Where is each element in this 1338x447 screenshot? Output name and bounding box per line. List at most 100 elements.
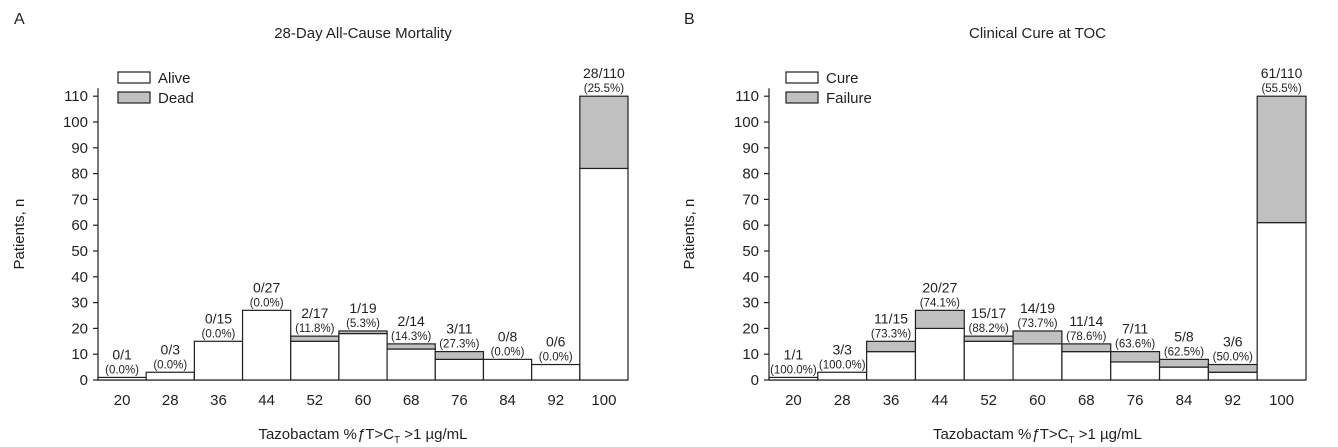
bar-label-fraction: 11/14 [1069, 313, 1103, 329]
bar-label-fraction: 28/110 [583, 65, 625, 81]
legend-label-alive: Alive [158, 70, 191, 87]
bar-label-percent: (5.3%) [346, 318, 380, 330]
bar-label-percent: (55.5%) [1261, 83, 1301, 95]
bar-dead [290, 335, 340, 342]
legend-label-dead: Dead [158, 90, 194, 107]
bar-cure [1158, 366, 1209, 381]
x-axis-label-suffix: >1 µg/mL [1075, 426, 1142, 443]
bar-label-percent: (0.0%) [491, 346, 525, 358]
bar-label-fraction: 0/27 [253, 279, 280, 295]
bar-dead [579, 95, 629, 170]
x-tick-label: 52 [306, 392, 323, 409]
bar-label-percent: (62.5%) [1164, 346, 1204, 358]
y-tick-label: 60 [71, 217, 88, 234]
bar-alive [241, 309, 292, 381]
y-tick-label: 20 [742, 320, 759, 337]
bar-alive [193, 340, 244, 381]
panel-label: B [684, 11, 695, 28]
bar-label-percent: (0.0%) [539, 352, 573, 364]
bar-label-fraction: 15/17 [971, 305, 1006, 321]
x-axis-label-italic: ƒ [1031, 426, 1039, 443]
bar-failure [963, 335, 1014, 342]
legend-label-cure: Cure [826, 70, 859, 87]
y-tick-label: 80 [742, 166, 759, 183]
bar-label-fraction: 7/11 [1122, 321, 1148, 337]
bar-cure [1110, 361, 1161, 381]
bar-cure [866, 351, 917, 381]
bar-label-percent: (63.6%) [1115, 339, 1155, 351]
y-axis-label: Patients, n [11, 199, 28, 270]
y-tick-label: 90 [71, 140, 88, 157]
chart-panel-a: A 28-Day All-Cause Mortality 0 10 20 30 40 50 60… [11, 11, 629, 446]
x-axis-label-italic: ƒ [357, 426, 365, 443]
bar-dead [338, 330, 388, 335]
bar-label-fraction: 14/19 [1020, 300, 1055, 316]
bar-label-fraction: 1/1 [784, 346, 804, 362]
bar-alive [531, 363, 581, 381]
bar-cure [1061, 351, 1112, 381]
bar-label-fraction: 61/110 [1261, 65, 1303, 81]
bar-label-percent: (0.0%) [105, 364, 139, 376]
bar-label-percent: (73.7%) [1017, 318, 1057, 330]
x-tick-label: 36 [883, 392, 900, 409]
bar-failure [1061, 343, 1112, 353]
bar-failure [866, 340, 917, 353]
bar-label-fraction: 11/15 [874, 310, 908, 326]
y-tick-label: 30 [742, 295, 759, 312]
bar-label-fraction: 0/15 [205, 310, 232, 326]
y-tick-label: 50 [742, 243, 759, 260]
bar-failure [1110, 351, 1161, 363]
bar-label-fraction: 5/8 [1174, 328, 1194, 344]
y-tick-label: 0 [751, 372, 759, 389]
x-tick-label: 100 [591, 392, 616, 409]
x-axis-label-prefix: Tazobactam % [258, 426, 356, 443]
x-tick-label: 20 [785, 392, 802, 409]
x-tick-label: 28 [162, 392, 179, 409]
bar-label-percent: (74.1%) [920, 297, 960, 309]
y-tick-label: 0 [80, 372, 88, 389]
x-tick-label: 60 [355, 392, 372, 409]
x-axis-label-mid: T>C [1040, 426, 1069, 443]
bar-alive [97, 376, 147, 381]
bar-failure [1256, 95, 1307, 224]
bar-alive [482, 358, 533, 381]
y-tick-label: 70 [742, 191, 759, 208]
y-tick-label: 80 [71, 166, 88, 183]
chart-title: Clinical Cure at TOC [969, 25, 1106, 42]
x-tick-label: 28 [834, 392, 851, 409]
x-tick-label: 76 [451, 392, 468, 409]
bar-label-percent: (11.8%) [295, 323, 335, 335]
legend-swatch-cure [785, 71, 819, 84]
chart-title: 28-Day All-Cause Mortality [274, 25, 452, 42]
bar-cure [817, 371, 868, 381]
x-tick-label: 52 [980, 392, 997, 409]
bar-label-fraction: 1/19 [349, 300, 376, 316]
y-tick-label: 70 [71, 191, 88, 208]
x-tick-label: 84 [1176, 392, 1193, 409]
bar-label-fraction: 2/14 [398, 313, 425, 329]
x-tick-label: 44 [258, 392, 275, 409]
bar-label-fraction: 2/17 [301, 305, 328, 321]
legend-swatch-alive [117, 71, 151, 84]
bar-label-percent: (14.3%) [391, 331, 431, 343]
bar-failure [1012, 330, 1063, 345]
bar-label-percent: (78.6%) [1066, 331, 1106, 343]
y-tick-label: 100 [734, 114, 759, 131]
y-tick-label: 10 [742, 346, 759, 363]
bar-label-percent: (50.0%) [1213, 352, 1253, 364]
x-axis-label-suffix: >1 µg/mL [400, 426, 467, 443]
x-axis-label: Tazobactam %ƒT>CT >1 µg/mL [258, 426, 467, 446]
bar-label-percent: (0.0%) [153, 359, 187, 371]
bar-label-fraction: 3/6 [1223, 334, 1243, 350]
x-tick-label: 76 [1127, 392, 1144, 409]
y-tick-label: 60 [742, 217, 759, 234]
y-tick-label: 30 [71, 295, 88, 312]
bar-alive [579, 167, 629, 381]
bar-label-percent: (100.0%) [770, 364, 817, 376]
x-tick-label: 36 [210, 392, 227, 409]
y-tick-label: 10 [71, 346, 88, 363]
bar-label-fraction: 0/8 [498, 328, 518, 344]
bar-alive [145, 371, 195, 381]
x-tick-label: 92 [547, 392, 564, 409]
